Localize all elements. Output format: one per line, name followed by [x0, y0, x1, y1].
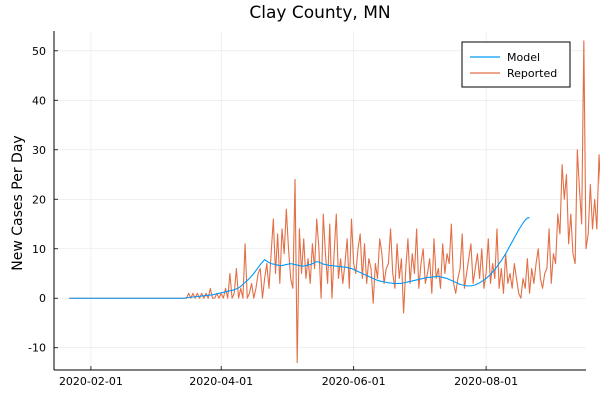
y-tick-label-2: 10	[32, 243, 46, 256]
x-tick-label-0: 2020-02-01	[59, 375, 123, 388]
series-layer	[69, 40, 600, 364]
y-tick-label-6: 50	[32, 45, 46, 58]
legend-box	[461, 41, 571, 88]
legend-reported-label: Reported	[507, 67, 557, 80]
y-tick-label-3: 20	[32, 193, 46, 206]
y-tick-label-1: 0	[39, 292, 46, 305]
ticks-layer: 2020-02-01 2020-04-01 2020-06-01 2020-08-01…	[28, 45, 518, 388]
y-axis-label: New Cases Per Day	[10, 135, 26, 270]
y-tick-label-0: -10	[28, 342, 46, 355]
x-tick-label-2: 2020-06-01	[322, 375, 386, 388]
x-tick-label-1: 2020-04-01	[189, 375, 253, 388]
y-tick-label-4: 30	[32, 144, 46, 157]
x-tick-label-3: 2020-08-01	[454, 375, 518, 388]
chart-title: Clay County, MN	[249, 3, 390, 23]
legend-model-label: Model	[507, 51, 540, 64]
series-line-model	[69, 217, 530, 299]
y-tick-label-5: 40	[32, 94, 46, 107]
axes-layer	[53, 31, 586, 371]
legend: Model Reported	[461, 41, 571, 88]
